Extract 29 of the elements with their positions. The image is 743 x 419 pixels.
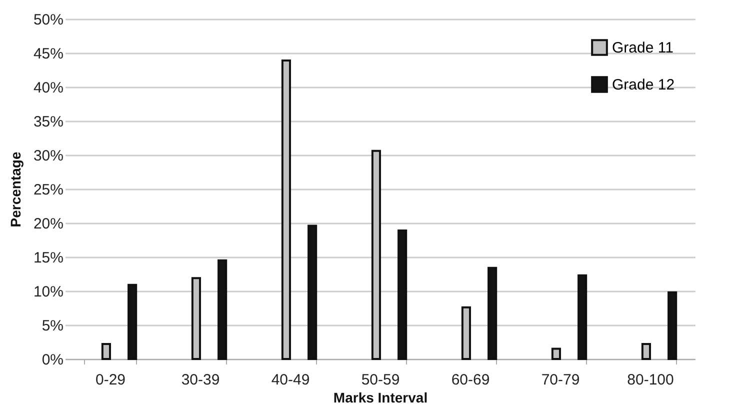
y-tick-label: 15% bbox=[33, 250, 64, 266]
y-tick-label: 40% bbox=[33, 80, 64, 96]
x-tick-label: 80-100 bbox=[627, 372, 674, 388]
y-tick-label: 45% bbox=[33, 46, 64, 62]
y-axis-title: Percentage bbox=[7, 152, 24, 228]
y-tick-label: 5% bbox=[42, 318, 64, 334]
x-axis-title: Marks Interval bbox=[333, 390, 428, 406]
bar bbox=[218, 259, 228, 360]
y-tick-label: 30% bbox=[33, 148, 64, 164]
y-tick-label: 25% bbox=[33, 182, 64, 198]
y-tick-label: 20% bbox=[33, 216, 64, 232]
bar bbox=[578, 274, 588, 360]
x-tick-label: 50-59 bbox=[361, 372, 400, 388]
x-tick-label: 70-79 bbox=[541, 372, 580, 388]
legend-label: Grade 11 bbox=[612, 40, 674, 56]
legend-label: Grade 12 bbox=[612, 76, 675, 94]
y-tick-label: 50% bbox=[33, 12, 64, 28]
bar bbox=[668, 291, 678, 360]
bar bbox=[398, 229, 408, 360]
y-tick-label: 35% bbox=[33, 114, 64, 130]
bar bbox=[128, 284, 138, 360]
x-tick-label: 40-49 bbox=[271, 372, 310, 388]
x-tick-label: 0-29 bbox=[95, 372, 126, 388]
y-tick-label: 10% bbox=[33, 284, 64, 300]
y-tick-label: 0% bbox=[42, 352, 64, 368]
x-tick-label: 60-69 bbox=[451, 372, 490, 388]
bar bbox=[488, 266, 498, 360]
bar bbox=[308, 224, 318, 360]
x-tick-label: 30-39 bbox=[181, 372, 220, 388]
